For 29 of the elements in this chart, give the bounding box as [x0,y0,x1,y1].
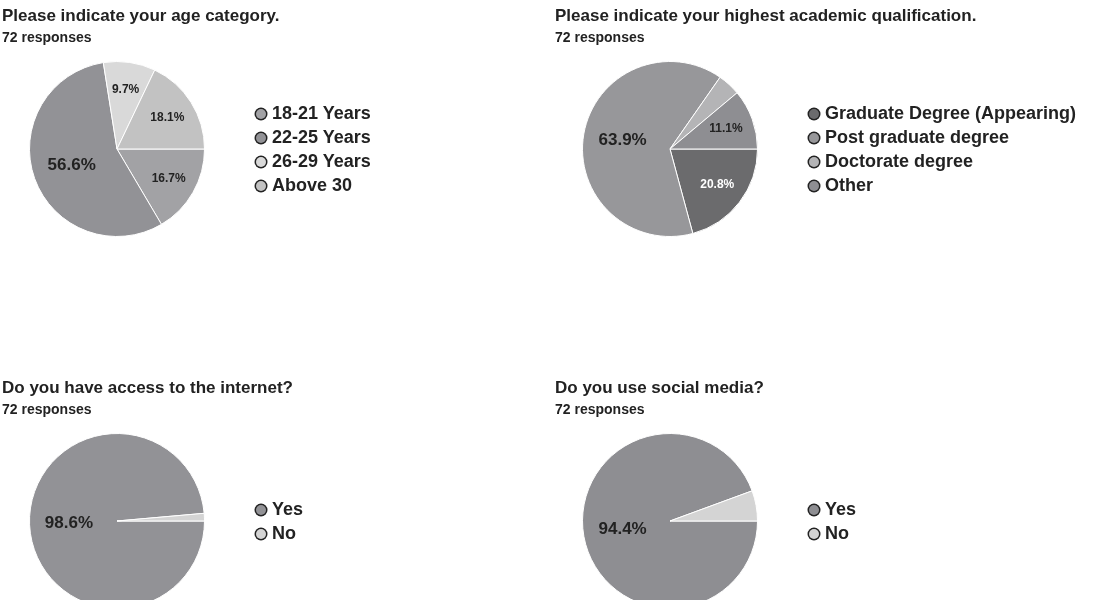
legend-label: 22-25 Years [272,127,371,147]
data-label: 16.7% [151,170,187,185]
legend-label: Above 30 [272,175,353,195]
legend-label: Yes [825,499,857,519]
data-label: 20.8% [700,177,735,192]
data-label: 11.1% [709,120,743,135]
data-label: 56.6% [47,154,96,174]
legend-label: Other [825,175,874,195]
data-label: 9.7% [111,82,140,97]
chart-title: Please indicate your highest academic qualification. [555,6,978,26]
data-label: 94.4% [598,519,647,539]
chart-subtitle: 72 responses [2,29,93,45]
data-label: 98.6% [44,512,94,532]
data-label: 63.9% [598,130,647,150]
legend-label: 18-21 Years [272,103,371,123]
legend-label: Yes [272,499,304,519]
chart-subtitle: 72 responses [555,401,646,417]
legend-label: No [825,523,849,543]
legend-label: No [272,523,296,543]
legend-label: 26-29 Years [272,151,371,171]
chart-title: Do you use social media? [555,378,765,398]
chart-title: Do you have access to the internet? [2,378,294,398]
legend-label: Post graduate degree [825,127,1010,147]
chart-title: Please indicate your age category. [2,6,281,26]
chart-subtitle: 72 responses [555,29,646,45]
chart-subtitle: 72 responses [2,401,93,417]
legend-label: Graduate Degree (Appearing) [825,103,1077,123]
legend-label: Doctorate degree [825,151,974,171]
data-label: 18.1% [150,109,185,124]
